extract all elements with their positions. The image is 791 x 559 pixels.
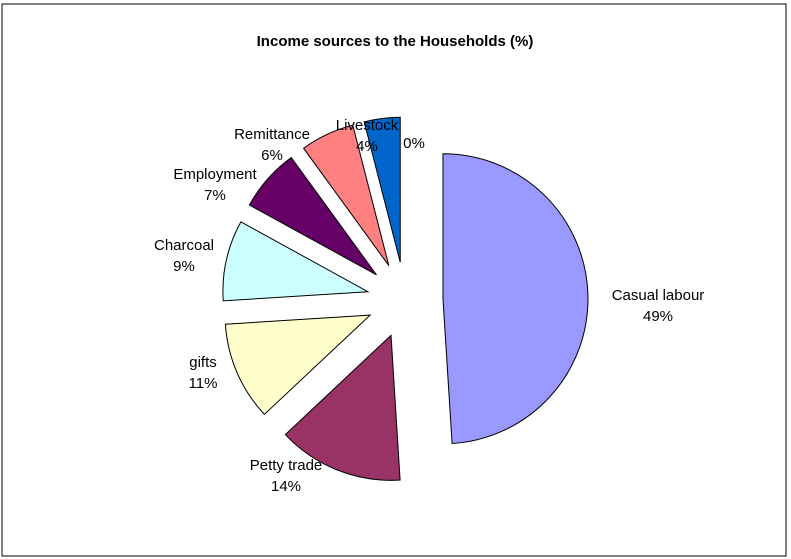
slice-value-label: 7%	[204, 187, 226, 204]
slice-label-unlabeled: 0%	[403, 135, 425, 152]
slice-label-petty-trade: Petty trade 14%	[250, 457, 323, 495]
slice-value-label: 9%	[173, 258, 195, 275]
pie-slice-petty-trade	[284, 334, 401, 481]
slice-label-remittance: Remittance 6%	[234, 126, 310, 164]
pie-slice-remittance	[302, 124, 390, 266]
chart-title: Income sources to the Households (%)	[257, 33, 534, 50]
slice-category-label: gifts	[189, 354, 217, 371]
slice-value-label: 49%	[643, 308, 673, 325]
pie-slice-livestock	[363, 116, 401, 263]
slice-value-label: 11%	[189, 375, 218, 392]
pie-slice-charcoal	[222, 221, 370, 302]
slice-label-gifts: gifts 11%	[189, 354, 218, 392]
pie-slice-employment	[248, 156, 377, 276]
slice-category-label: Livestock	[336, 117, 399, 134]
pie-slice-casual-labour	[442, 153, 589, 445]
slice-value-label: 0%	[403, 135, 425, 152]
slice-label-livestock: Livestock 4%	[336, 117, 399, 155]
slice-category-label: Employment	[173, 166, 257, 183]
slice-value-label: 6%	[261, 147, 283, 164]
slice-label-casual-labour: Casual labour 49%	[612, 287, 705, 325]
pie-slices	[222, 116, 589, 481]
pie-labels: Casual labour 49% Petty trade 14% gifts 11% Ch…	[154, 117, 704, 495]
slice-value-label: 4%	[356, 138, 378, 155]
slice-label-employment: Employment 7%	[173, 166, 257, 204]
slice-category-label: Charcoal	[154, 237, 214, 254]
slice-category-label: Remittance	[234, 126, 310, 143]
slice-category-label: Casual labour	[612, 287, 705, 304]
slice-category-label: Petty trade	[250, 457, 323, 474]
slice-label-charcoal: Charcoal 9%	[154, 237, 214, 275]
pie-slice-gifts	[224, 314, 372, 416]
slice-value-label: 14%	[271, 478, 301, 495]
